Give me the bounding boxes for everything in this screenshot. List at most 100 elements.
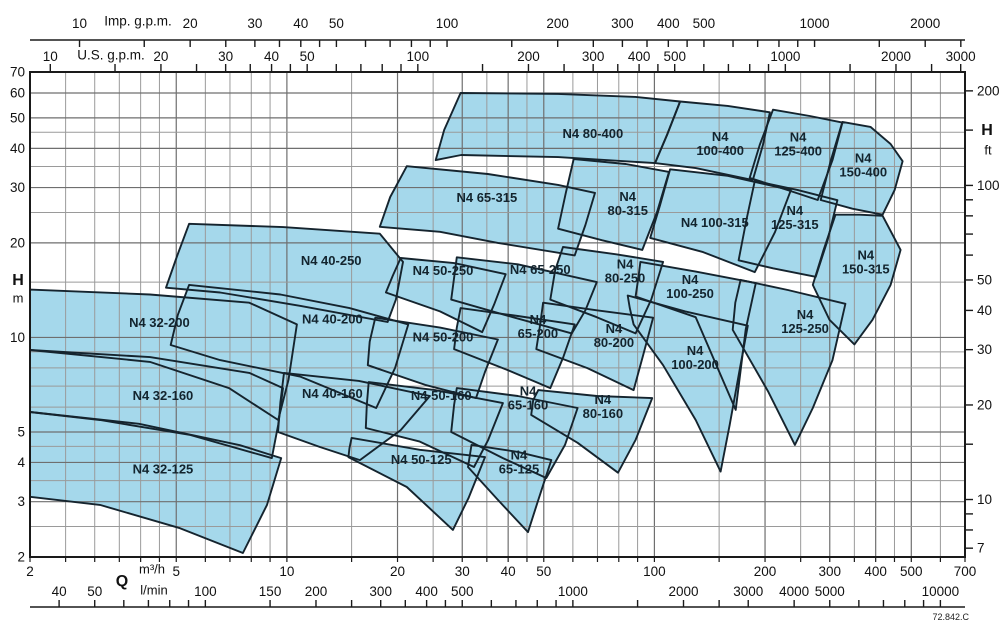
us-gpm-tick-label: 50 <box>300 49 315 64</box>
flow-m3h-tick-label: 400 <box>864 564 887 579</box>
head-m-tick-label: 4 <box>17 455 25 470</box>
head-m-tick-label: 10 <box>10 330 25 345</box>
flow-lmin-tick-label: 5000 <box>815 584 845 599</box>
flow-lmin-tick-label: 4000 <box>779 584 809 599</box>
flow-m3h-axis: 2 5 10 20 30 40 50 100 200 300 400 500 700 <box>26 557 976 579</box>
flow-lmin-tick-label: 40 <box>52 584 67 599</box>
us-gpm-tick-label: 30 <box>218 49 233 64</box>
pump-label-n4-100-250: N4 100-250 <box>666 272 714 301</box>
pump-label-n4-50-160: N4 50-160 <box>411 388 472 403</box>
pump-envelope-fill-n4-40-250 <box>166 223 403 322</box>
pump-envelope-fill-n4-150-400 <box>820 121 903 215</box>
us-gpm-tick-label: 200 <box>517 49 540 64</box>
us-gpm-tick-label: 20 <box>153 49 168 64</box>
flow-m3h-tick-label: 200 <box>754 564 777 579</box>
flow-lmin-tick-label: 500 <box>451 584 474 599</box>
pump-envelope-n4-80-160 <box>530 389 654 474</box>
us-gpm-tick-label: 100 <box>407 49 430 64</box>
pump-label-n4-80-200: N4 80-200 <box>594 321 634 350</box>
pump-envelope-fill-n4-80-160 <box>531 390 653 473</box>
pump-envelope-n4-80-200 <box>535 301 655 392</box>
flow-m3h-tick-label: 5 <box>172 564 180 579</box>
head-m-tick-label: 50 <box>10 110 25 125</box>
pump-envelope-n4-150-315 <box>811 213 902 346</box>
imp-gpm-axis: 10 20 30 40 50 100 200 300 400 500 1000 2000 <box>30 16 965 47</box>
pump-envelope-n4-80-250 <box>549 246 665 335</box>
pump-envelope-n4-100-400 <box>654 100 771 182</box>
us-gpm-tick-label: 2000 <box>881 49 911 64</box>
imp-gpm-tick-label: 100 <box>436 16 459 31</box>
pump-label-n4-100-200: N4 100-200 <box>671 343 719 372</box>
imp-gpm-tick-label: 2000 <box>910 16 940 31</box>
pump-label-n4-32-160: N4 32-160 <box>133 388 194 403</box>
flow-axis-title: Q <box>115 573 129 590</box>
pump-label-n4-32-125: N4 32-125 <box>133 461 194 476</box>
us-gpm-tick-label: 1000 <box>770 49 800 64</box>
pump-label-n4-125-250: N4 125-250 <box>781 307 829 336</box>
imp-gpm-tick-label: 300 <box>611 16 634 31</box>
head-axis-title-right: H <box>981 122 993 139</box>
flow-m3h-tick-label: 300 <box>818 564 841 579</box>
head-m-tick-label: 5 <box>17 425 25 440</box>
us-gpm-tick-label: 400 <box>628 49 651 64</box>
pump-label-n4-65-315: N4 65-315 <box>456 190 517 205</box>
head-ft-axis: 200 100 50 40 30 20 10 7 <box>965 83 1000 556</box>
pump-label-n4-100-315: N4 100-315 <box>681 215 749 230</box>
imp-gpm-tick-label: 20 <box>183 16 198 31</box>
pump-envelope-n4-40-250 <box>165 222 404 323</box>
pump-envelope-n4-125-250 <box>731 278 847 446</box>
flow-axis-unit-lmin: l/min <box>140 582 168 598</box>
pump-label-n4-40-200: N4 40-200 <box>302 312 363 327</box>
pump-label-n4-50-250: N4 50-250 <box>413 263 474 278</box>
imp-gpm-tick-label: 200 <box>546 16 569 31</box>
flow-lmin-tick-label: 1000 <box>558 584 588 599</box>
us-gpm-axis-unit: U.S. g.p.m. <box>77 47 145 63</box>
drawing-reference-code: 72.842.C <box>932 612 969 622</box>
head-ft-tick-label: 50 <box>977 272 992 287</box>
pump-envelope-n4-65-250 <box>450 256 598 335</box>
pump-label-n4-65-250: N4 65-250 <box>510 262 571 277</box>
head-m-tick-label: 20 <box>10 235 25 250</box>
pump-label-n4-50-200: N4 50-200 <box>413 329 474 344</box>
head-ft-tick-label: 30 <box>977 342 992 357</box>
pump-label-n4-80-315: N4 80-315 <box>607 189 647 218</box>
head-ft-tick-label: 200 <box>977 83 1000 98</box>
pump-envelope-n4-100-200 <box>626 294 749 473</box>
us-gpm-tick-label: 300 <box>582 49 605 64</box>
flow-m3h-tick-label: 100 <box>643 564 666 579</box>
pump-envelope-n4-65-160 <box>450 387 579 479</box>
pump-envelope-fill-n4-80-315 <box>558 159 669 250</box>
pump-envelope-n4-50-250 <box>384 257 507 334</box>
pump-envelope-fill-n4-50-125 <box>348 437 485 530</box>
pump-label-n4-150-315: N4 150-315 <box>842 247 890 276</box>
head-m-tick-label: 70 <box>10 65 25 80</box>
pump-label-n4-150-400: N4 150-400 <box>839 150 887 179</box>
pump-envelope-n4-100-315 <box>649 168 792 274</box>
pump-envelope-n4-32-160 <box>29 349 284 460</box>
flow-lmin-tick-label: 100 <box>194 584 217 599</box>
pump-envelope-n4-32-200 <box>29 288 298 421</box>
pump-envelope-borders <box>29 92 904 554</box>
head-ft-tick-label: 10 <box>977 492 992 507</box>
pump-envelope-fill-n4-80-400 <box>435 93 681 164</box>
pump-envelope-n4-40-160 <box>277 371 431 462</box>
imp-gpm-tick-label: 30 <box>247 16 262 31</box>
imp-gpm-tick-label: 500 <box>693 16 716 31</box>
pump-label-n4-125-315: N4 125-315 <box>771 203 819 232</box>
flow-m3h-tick-label: 30 <box>455 564 470 579</box>
flow-m3h-tick-label: 20 <box>390 564 405 579</box>
pump-label-n4-100-400: N4 100-400 <box>696 129 744 158</box>
head-m-tick-label: 40 <box>10 141 25 156</box>
flow-m3h-tick-label: 50 <box>536 564 551 579</box>
us-gpm-axis: 10 20 30 40 50 100 200 300 400 500 1000 2000 3000 <box>43 49 976 72</box>
head-ft-tick-label: 7 <box>977 541 985 556</box>
flow-lmin-tick-label: 10000 <box>922 584 960 599</box>
flow-m3h-tick-label: 700 <box>954 564 977 579</box>
head-axis-unit-ft: ft <box>984 142 992 158</box>
imp-gpm-axis-unit: Imp. g.p.m. <box>104 13 172 29</box>
pump-label-n4-125-400: N4 125-400 <box>774 130 822 159</box>
us-gpm-tick-label: 40 <box>264 49 279 64</box>
pump-label-n4-65-125: N4 65-125 <box>499 447 539 476</box>
